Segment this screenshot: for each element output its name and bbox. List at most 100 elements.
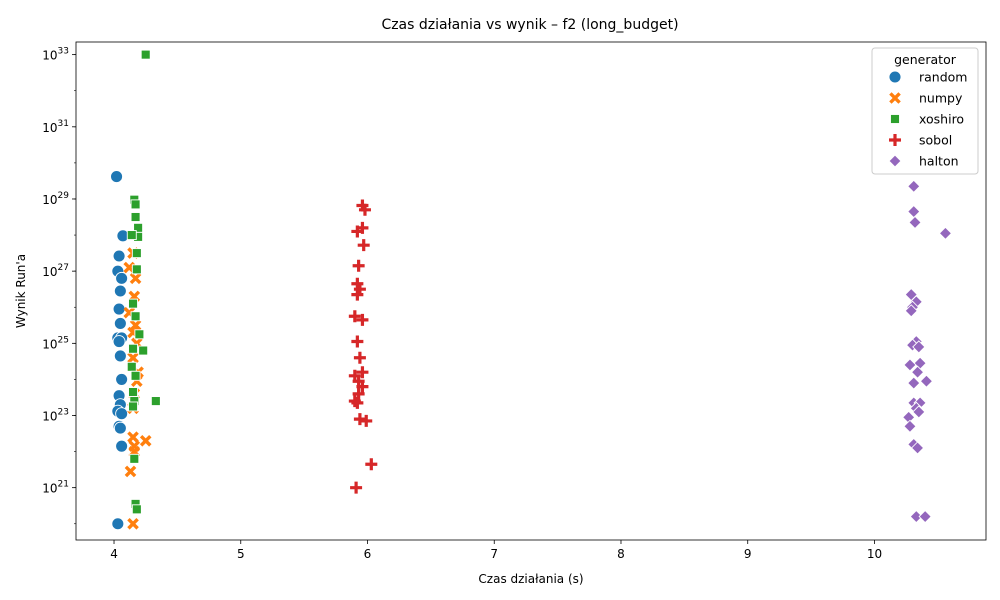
- data-point-numpy: [129, 272, 142, 285]
- y-tick-label: 1031: [42, 119, 69, 135]
- data-point-sobol: [353, 351, 366, 364]
- data-point-sobol: [356, 380, 369, 393]
- x-tick-label: 10: [867, 547, 882, 561]
- data-point-halton: [904, 304, 918, 318]
- data-point-random: [113, 284, 127, 298]
- data-point-halton: [938, 226, 953, 240]
- data-point-xoshiro: [128, 343, 138, 354]
- data-point-sobol: [350, 481, 363, 494]
- data-point-xoshiro: [126, 361, 137, 372]
- data-point-sobol: [351, 396, 364, 409]
- data-point-sobol: [357, 239, 370, 252]
- data-point-sobol: [360, 414, 373, 427]
- y-tick-label: 1023: [42, 408, 69, 424]
- data-point-random: [115, 271, 129, 285]
- data-point-halton: [912, 340, 926, 354]
- data-point-sobol: [353, 413, 366, 426]
- data-point-xoshiro: [130, 370, 141, 381]
- data-point-halton: [910, 365, 925, 379]
- data-point-random: [113, 349, 127, 363]
- legend-label-xoshiro: xoshiro: [919, 112, 964, 127]
- data-point-xoshiro: [134, 329, 145, 340]
- data-point-xoshiro: [130, 311, 141, 322]
- data-point-halton: [907, 376, 921, 390]
- legend-marker-numpy: [889, 92, 901, 104]
- legend-label-halton: halton: [919, 154, 959, 169]
- x-tick-label: 9: [744, 547, 752, 561]
- data-point-random: [115, 372, 129, 386]
- legend-marker-halton: [888, 154, 902, 168]
- data-point-xoshiro: [126, 230, 137, 241]
- data-point-xoshiro: [128, 401, 138, 412]
- legend-marker-random: [888, 70, 902, 84]
- data-point-xoshiro: [128, 387, 138, 397]
- data-point-halton: [912, 405, 926, 419]
- x-axis-label: Czas działania (s): [478, 572, 583, 586]
- legend-label-sobol: sobol: [919, 133, 952, 148]
- data-point-halton: [908, 215, 922, 230]
- data-point-sobol: [351, 225, 364, 238]
- x-axis: 4 5 6 7 8 9 10: [110, 540, 882, 561]
- x-tick-label: 4: [110, 547, 118, 561]
- data-point-random: [112, 335, 126, 348]
- data-point-random: [112, 302, 126, 316]
- legend-marker-xoshiro: [890, 114, 900, 124]
- data-point-xoshiro: [131, 264, 142, 275]
- x-tick-label: 7: [490, 547, 498, 561]
- data-point-halton: [910, 441, 925, 455]
- data-point-xoshiro: [140, 49, 151, 60]
- data-point-random: [113, 421, 127, 435]
- x-tick-label: 8: [617, 547, 625, 561]
- legend-title: generator: [894, 52, 957, 67]
- data-point-numpy: [124, 465, 137, 478]
- data-point-xoshiro: [150, 396, 161, 407]
- series-random: [110, 170, 130, 531]
- legend-label-random: random: [919, 70, 967, 85]
- x-tick-label: 6: [364, 547, 372, 561]
- y-tick-label: 1021: [42, 480, 69, 496]
- data-point-numpy: [139, 434, 152, 447]
- data-point-random: [110, 170, 124, 184]
- data-point-sobol: [365, 458, 378, 471]
- plot-frame: [75, 41, 987, 541]
- series-halton: [902, 179, 953, 524]
- y-tick-label: 1027: [42, 263, 69, 279]
- data-point-sobol: [348, 310, 361, 323]
- data-point-xoshiro: [131, 248, 142, 259]
- x-tick-label: 5: [237, 547, 245, 561]
- data-point-xoshiro: [130, 212, 141, 222]
- data-point-halton: [909, 509, 923, 524]
- data-point-numpy: [129, 319, 142, 332]
- data-point-random: [111, 517, 125, 531]
- y-axis-label: Wynik Run'a: [14, 254, 28, 328]
- data-point-halton: [919, 374, 934, 388]
- data-point-halton: [907, 179, 921, 193]
- data-point-random: [113, 317, 127, 330]
- data-point-sobol: [352, 259, 365, 272]
- data-point-halton: [918, 509, 932, 524]
- data-point-random: [115, 439, 129, 453]
- data-point-sobol: [358, 203, 371, 216]
- data-point-halton: [903, 419, 917, 433]
- data-point-random: [112, 249, 126, 263]
- data-point-sobol: [356, 313, 369, 326]
- data-point-numpy: [127, 351, 139, 364]
- data-point-xoshiro: [128, 298, 138, 309]
- data-points: [110, 49, 953, 531]
- data-point-numpy: [127, 517, 139, 530]
- data-point-xoshiro: [138, 345, 149, 356]
- data-point-halton: [903, 358, 917, 372]
- y-tick-label: 1029: [42, 191, 69, 207]
- data-point-xoshiro: [131, 504, 142, 515]
- legend-label-numpy: numpy: [919, 91, 963, 106]
- y-axis: 1021 1023 1025 1027 1029 1031 1033: [42, 47, 76, 525]
- legend: generator random numpy xoshiro sobol halton: [871, 47, 979, 175]
- data-point-sobol: [351, 288, 364, 301]
- y-tick-label: 1025: [42, 335, 69, 351]
- series-sobol: [348, 199, 378, 494]
- data-point-random: [115, 407, 129, 421]
- data-point-sobol: [356, 366, 369, 379]
- data-point-xoshiro: [130, 199, 141, 210]
